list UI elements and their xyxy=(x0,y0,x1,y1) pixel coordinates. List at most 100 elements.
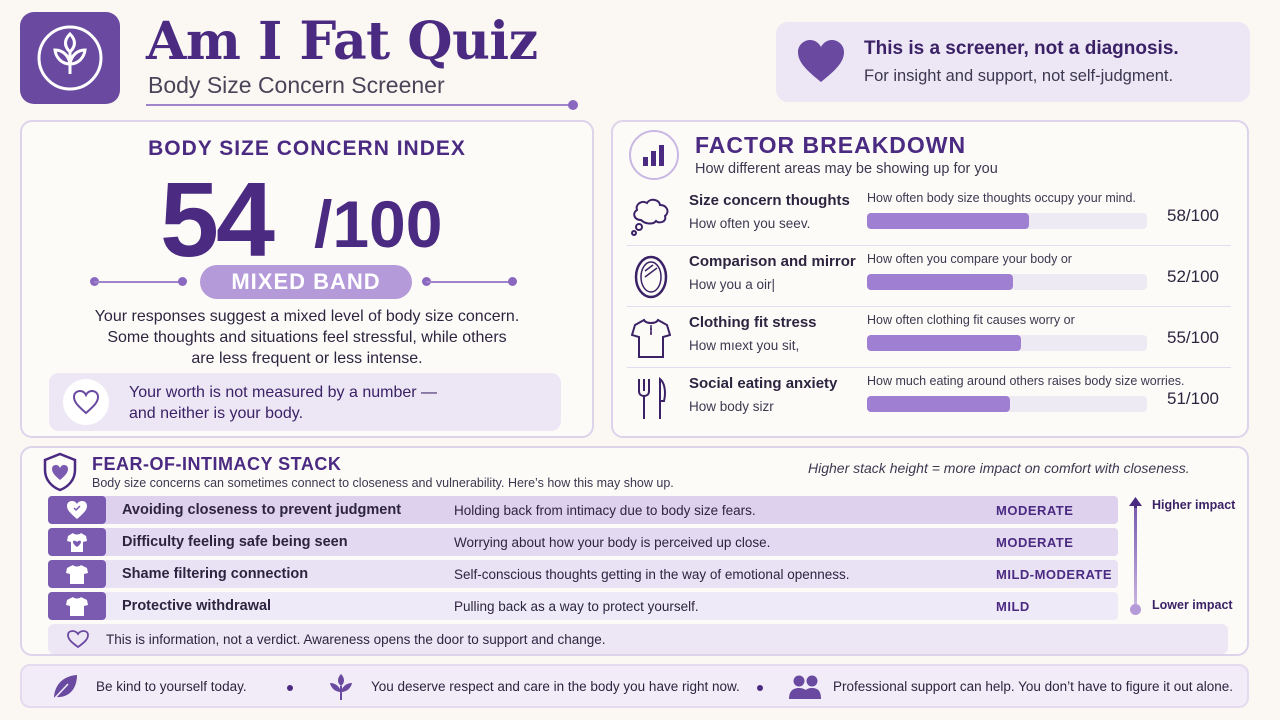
footer-separator xyxy=(757,685,763,691)
factor-hint: How mıext you sit, xyxy=(689,338,800,353)
bar-chart-icon xyxy=(629,130,679,180)
impact-scale-bottom-label: Lower impact xyxy=(1152,598,1233,612)
worth-callout: Your worth is not measured by a number —… xyxy=(49,373,561,431)
factor-question: How often clothing fit causes worry or xyxy=(867,313,1075,327)
factor-question: How much eating around others raises bod… xyxy=(867,374,1185,388)
intimacy-stack-card: FEAR-OF-INTIMACY STACK Body size concern… xyxy=(20,446,1249,656)
factor-score-value: 52 xyxy=(1167,267,1186,286)
shirt-icon xyxy=(48,560,106,588)
people-icon xyxy=(789,675,821,699)
footer-item: Professional support can help. You don’t… xyxy=(833,679,1234,694)
factor-question: How often body size thoughts occupy your… xyxy=(867,191,1136,205)
leaf-icon xyxy=(53,675,77,700)
factor-progress-track xyxy=(867,274,1147,290)
stack-item-name: Protective withdrawal xyxy=(122,598,272,614)
sprout-icon xyxy=(37,25,103,91)
band-line-right xyxy=(426,281,512,283)
shirt-heart-icon xyxy=(48,528,106,556)
factor-heading: FACTOR BREAKDOWN xyxy=(695,132,967,158)
row-divider xyxy=(627,245,1231,246)
stack-item-name: Avoiding closeness to prevent judgment xyxy=(122,502,402,518)
stack-item-name: Shame filtering connection xyxy=(122,566,309,582)
factor-subheading: How different areas may be showing up fo… xyxy=(695,161,998,177)
factor-name: Social eating anxiety xyxy=(689,375,838,392)
factor-score: 55/100 xyxy=(1167,328,1219,348)
factor-hint: How body sizr xyxy=(689,399,774,414)
impact-scale-line xyxy=(1134,508,1137,608)
factor-row: Social eating anxiety How body sizr How … xyxy=(627,369,1231,429)
factor-hint: How you a oir| xyxy=(689,277,776,292)
page-title: Am I Fat Quiz xyxy=(146,11,538,72)
disclaimer-text: For insight and support, not self-judgme… xyxy=(864,67,1174,85)
stack-item-desc: Pulling back as a way to protect yoursel… xyxy=(454,599,699,614)
factor-score-max: /100 xyxy=(1185,328,1220,347)
sprout-icon xyxy=(330,674,352,700)
heart-outline-icon xyxy=(72,389,100,415)
factor-name: Comparison and mirror xyxy=(689,253,856,270)
stack-row: Avoiding closeness to prevent judgment H… xyxy=(48,496,1118,524)
factor-score: 52/100 xyxy=(1167,267,1219,287)
index-description-line: are less frequent or less intense. xyxy=(191,350,423,367)
disclaimer-heading: This is a screener, not a diagnosis. xyxy=(864,38,1179,59)
stack-item-level: MILD-MODERATE xyxy=(996,567,1113,582)
stack-row: Difficulty feeling safe being seen Worry… xyxy=(48,528,1118,556)
info-bar: This is information, not a verdict. Awar… xyxy=(48,624,1228,654)
factor-progress-fill xyxy=(867,335,1021,351)
fork-knife-icon xyxy=(627,375,675,423)
title-divider xyxy=(146,104,570,106)
title-divider-dot xyxy=(568,100,578,110)
worth-line: Your worth is not measured by a number — xyxy=(129,384,438,401)
thought-bubble-icon xyxy=(627,192,675,240)
shirt-icon xyxy=(48,592,106,620)
factor-name: Clothing fit stress xyxy=(689,314,817,331)
factor-row: Clothing fit stress How mıext you sit, H… xyxy=(627,308,1231,368)
stack-note: Higher stack height = more impact on com… xyxy=(808,460,1190,476)
footer-item: Be kind to yourself today. xyxy=(96,679,247,694)
disclaimer-banner: This is a screener, not a diagnosis. For… xyxy=(776,22,1250,102)
factor-row: Size concern thoughts How often you seev… xyxy=(627,186,1231,246)
worth-line: and neither is your body. xyxy=(129,405,304,422)
stack-item-name: Difficulty feeling safe being seen xyxy=(122,534,348,550)
factor-progress-track xyxy=(867,335,1147,351)
band-line-left xyxy=(94,281,186,283)
stack-heading: FEAR-OF-INTIMACY STACK xyxy=(92,454,342,474)
stack-item-level: MODERATE xyxy=(996,503,1074,518)
page-subtitle: Body Size Concern Screener xyxy=(148,72,445,98)
stack-row: Protective withdrawal Pulling back as a … xyxy=(48,592,1118,620)
factor-progress-track xyxy=(867,213,1147,229)
index-description-line: Your responses suggest a mixed level of … xyxy=(94,308,520,325)
factor-progress-track xyxy=(867,396,1147,412)
row-divider xyxy=(627,367,1231,368)
info-text: This is information, not a verdict. Awar… xyxy=(106,632,606,647)
index-description-line: Some thoughts and situations feel stress… xyxy=(107,329,507,346)
factor-hint: How often you seev. xyxy=(689,216,811,231)
band-line-dot xyxy=(508,277,517,286)
factor-score: 51/100 xyxy=(1167,389,1219,409)
stack-item-level: MODERATE xyxy=(996,535,1074,550)
index-max: /100 xyxy=(314,187,443,261)
factor-score-value: 51 xyxy=(1167,389,1186,408)
band-badge: MIXED BAND xyxy=(200,265,412,299)
index-label: BODY SIZE CONCERN INDEX xyxy=(148,137,466,160)
impact-scale-top-label: Higher impact xyxy=(1152,498,1236,512)
factor-score-max: /100 xyxy=(1185,267,1220,286)
band-line-dot xyxy=(178,277,187,286)
stack-subheading: Body size concerns can sometimes connect… xyxy=(92,476,674,490)
index-description: Your responses suggest a mixed level of … xyxy=(52,306,562,369)
heart-icon xyxy=(798,40,844,82)
factor-progress-fill xyxy=(867,396,1010,412)
row-divider xyxy=(627,306,1231,307)
factor-question: How often you compare your body or xyxy=(867,252,1072,266)
factor-score: 58/100 xyxy=(1167,206,1219,226)
footer-item: You deserve respect and care in the body… xyxy=(371,679,740,694)
shield-heart-icon xyxy=(43,452,77,492)
worth-text: Your worth is not measured by a number —… xyxy=(129,382,459,424)
factor-score-value: 58 xyxy=(1167,206,1186,225)
stack-item-desc: Holding back from intimacy due to body s… xyxy=(454,503,756,518)
mirror-icon xyxy=(627,253,675,301)
footer-affirmations: Be kind to yourself today. You deserve r… xyxy=(20,664,1249,708)
footer-separator xyxy=(287,685,293,691)
worth-icon-circle xyxy=(63,379,109,425)
impact-scale-dot xyxy=(1130,604,1141,615)
factor-breakdown-card: FACTOR BREAKDOWN How different areas may… xyxy=(611,120,1249,438)
